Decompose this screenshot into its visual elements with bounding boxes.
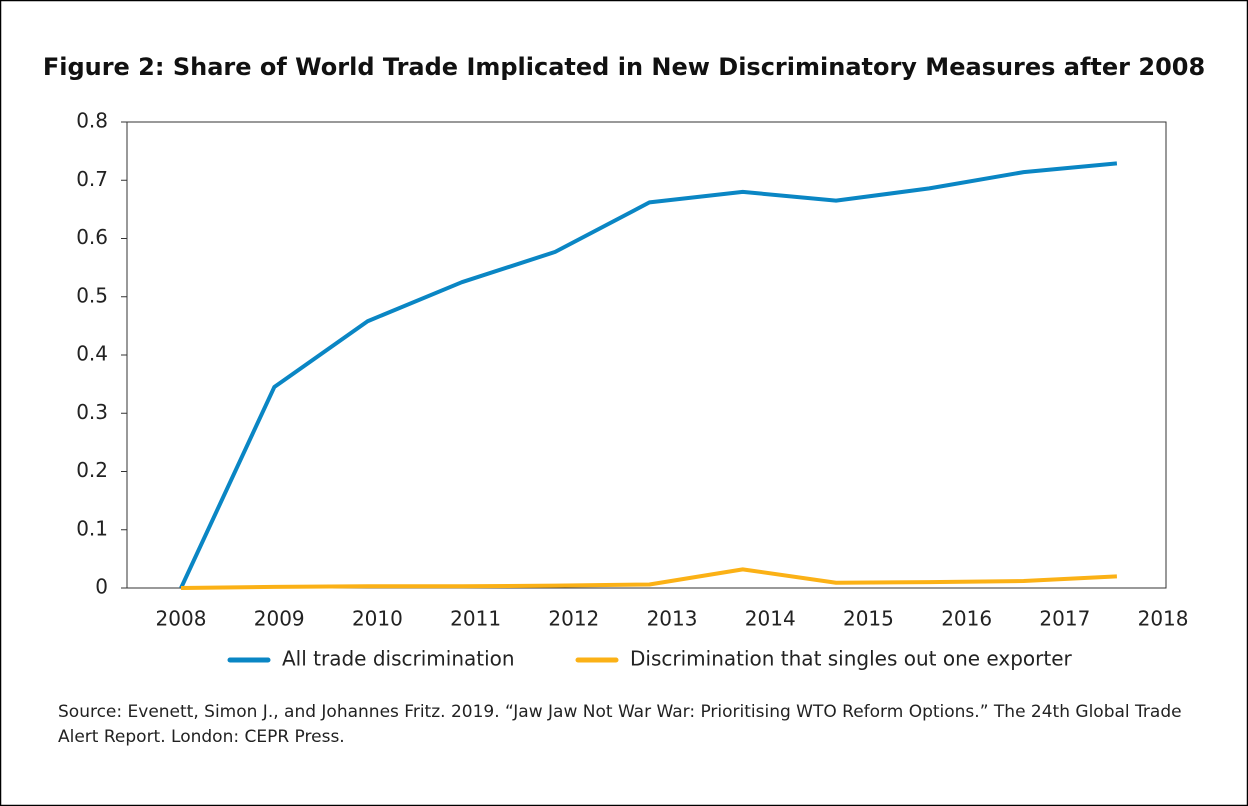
series-line <box>179 161 1118 589</box>
y-tick-label: 0.7 <box>76 167 108 191</box>
x-tick-label: 2011 <box>450 607 501 631</box>
y-tick-label: 0.2 <box>76 458 108 482</box>
x-tick-label: 2016 <box>941 607 992 631</box>
chart-title: Figure 2: Share of World Trade Implicate… <box>43 53 1205 81</box>
y-tick-label: 0.8 <box>76 109 108 133</box>
x-tick-label: 2015 <box>843 607 894 631</box>
y-tick-label: 0.3 <box>76 400 108 424</box>
x-tick-label: 2017 <box>1039 607 1090 631</box>
x-tick-label: 2012 <box>548 607 599 631</box>
plot-area <box>126 121 1167 589</box>
y-tick-label: 0 <box>95 575 108 599</box>
x-tick-label: 2014 <box>745 607 796 631</box>
series-line <box>180 567 1117 590</box>
source-note: Source: Evenett, Simon J., and Johannes … <box>58 702 1182 747</box>
legend-label: Discrimination that singles out one expo… <box>630 647 1073 671</box>
x-tick-label: 2008 <box>156 607 207 631</box>
y-tick-label: 0.1 <box>76 516 108 540</box>
x-tick-label: 2010 <box>352 607 403 631</box>
x-tick-label: 2018 <box>1138 607 1189 631</box>
legend-label: All trade discrimination <box>282 647 515 671</box>
x-tick-label: 2013 <box>647 607 698 631</box>
y-tick-label: 0.4 <box>76 342 108 366</box>
y-tick-label: 0.5 <box>76 283 108 307</box>
x-tick-label: 2009 <box>254 607 305 631</box>
y-tick-label: 0.6 <box>76 225 108 249</box>
